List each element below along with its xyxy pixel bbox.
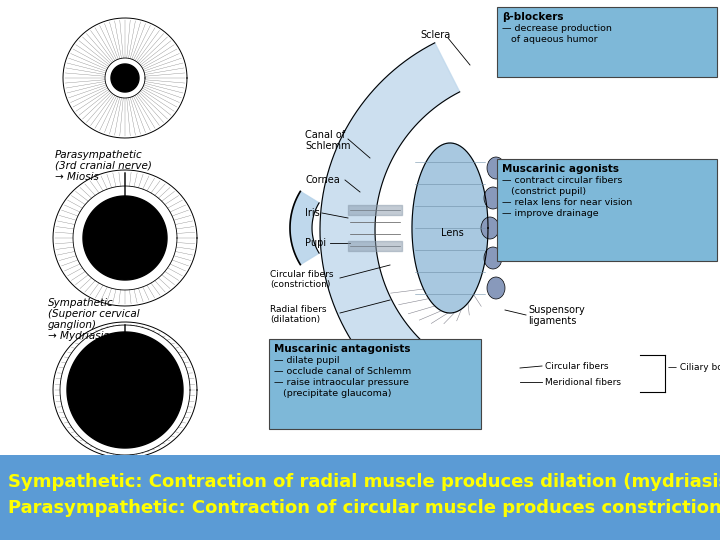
Text: — Ciliary body: — Ciliary body xyxy=(668,363,720,373)
FancyBboxPatch shape xyxy=(269,339,481,429)
Ellipse shape xyxy=(484,187,502,209)
Polygon shape xyxy=(67,332,183,448)
Text: Circular fibers: Circular fibers xyxy=(270,270,333,279)
Text: Canal of: Canal of xyxy=(305,130,345,140)
Text: Parasympathetic: Parasympathetic xyxy=(55,150,143,160)
Text: Circular fibers: Circular fibers xyxy=(545,362,608,371)
Text: Parasympathetic: Contraction of circular muscle produces constriction (miosis): Parasympathetic: Contraction of circular… xyxy=(8,499,720,517)
Text: (precipitate glaucoma): (precipitate glaucoma) xyxy=(274,389,392,398)
Polygon shape xyxy=(412,143,488,313)
Text: Sympathetic: Sympathetic xyxy=(48,298,114,308)
Text: Suspensory: Suspensory xyxy=(528,305,585,315)
Polygon shape xyxy=(63,18,187,138)
Polygon shape xyxy=(53,322,197,458)
Text: Sympathetic: Contraction of radial muscle produces dilation (mydriasis): Sympathetic: Contraction of radial muscl… xyxy=(8,473,720,491)
Text: Muscarinic antagonists: Muscarinic antagonists xyxy=(274,344,410,354)
Text: Schlemm: Schlemm xyxy=(305,141,351,151)
Text: (dilatation): (dilatation) xyxy=(270,315,320,324)
Text: Lens: Lens xyxy=(441,228,464,238)
Text: Cornea: Cornea xyxy=(305,175,340,185)
Ellipse shape xyxy=(487,277,505,299)
Text: ganglion): ganglion) xyxy=(48,320,97,330)
Text: (3rd cranial nerve): (3rd cranial nerve) xyxy=(55,161,152,171)
Text: Pupi: Pupi xyxy=(305,238,326,248)
Text: Muscarinic agonists: Muscarinic agonists xyxy=(502,164,619,174)
Text: β-blockers: β-blockers xyxy=(502,12,564,22)
Text: Radial fibers: Radial fibers xyxy=(270,305,326,314)
Polygon shape xyxy=(53,170,197,306)
Text: of aqueous humor: of aqueous humor xyxy=(502,35,598,44)
Text: — raise intraocular pressure: — raise intraocular pressure xyxy=(274,378,409,387)
Text: — occlude canal of Schlemm: — occlude canal of Schlemm xyxy=(274,367,411,376)
Text: Iris: Iris xyxy=(305,208,320,218)
Ellipse shape xyxy=(487,157,505,179)
Text: — relax lens for near vision: — relax lens for near vision xyxy=(502,198,632,207)
Polygon shape xyxy=(290,191,319,265)
Text: Sclera: Sclera xyxy=(420,30,450,40)
FancyBboxPatch shape xyxy=(497,7,717,77)
Bar xyxy=(0,455,720,540)
Text: → Miosis: → Miosis xyxy=(55,172,99,182)
Text: (constriction): (constriction) xyxy=(270,280,330,289)
Polygon shape xyxy=(83,196,167,280)
Ellipse shape xyxy=(484,247,502,269)
Text: — contract circular fibers: — contract circular fibers xyxy=(502,176,622,185)
Ellipse shape xyxy=(481,217,499,239)
Polygon shape xyxy=(320,43,459,417)
Text: ligaments: ligaments xyxy=(528,316,577,326)
Text: — improve drainage: — improve drainage xyxy=(502,209,598,218)
Text: Meridional fibers: Meridional fibers xyxy=(545,378,621,387)
Polygon shape xyxy=(111,64,139,92)
FancyBboxPatch shape xyxy=(497,159,717,261)
Text: — dilate pupil: — dilate pupil xyxy=(274,356,340,365)
Text: → Mydriasis: → Mydriasis xyxy=(48,331,109,341)
Text: (Superior cervical: (Superior cervical xyxy=(48,309,140,319)
Text: — decrease production: — decrease production xyxy=(502,24,612,33)
Text: (constrict pupil): (constrict pupil) xyxy=(502,187,586,196)
